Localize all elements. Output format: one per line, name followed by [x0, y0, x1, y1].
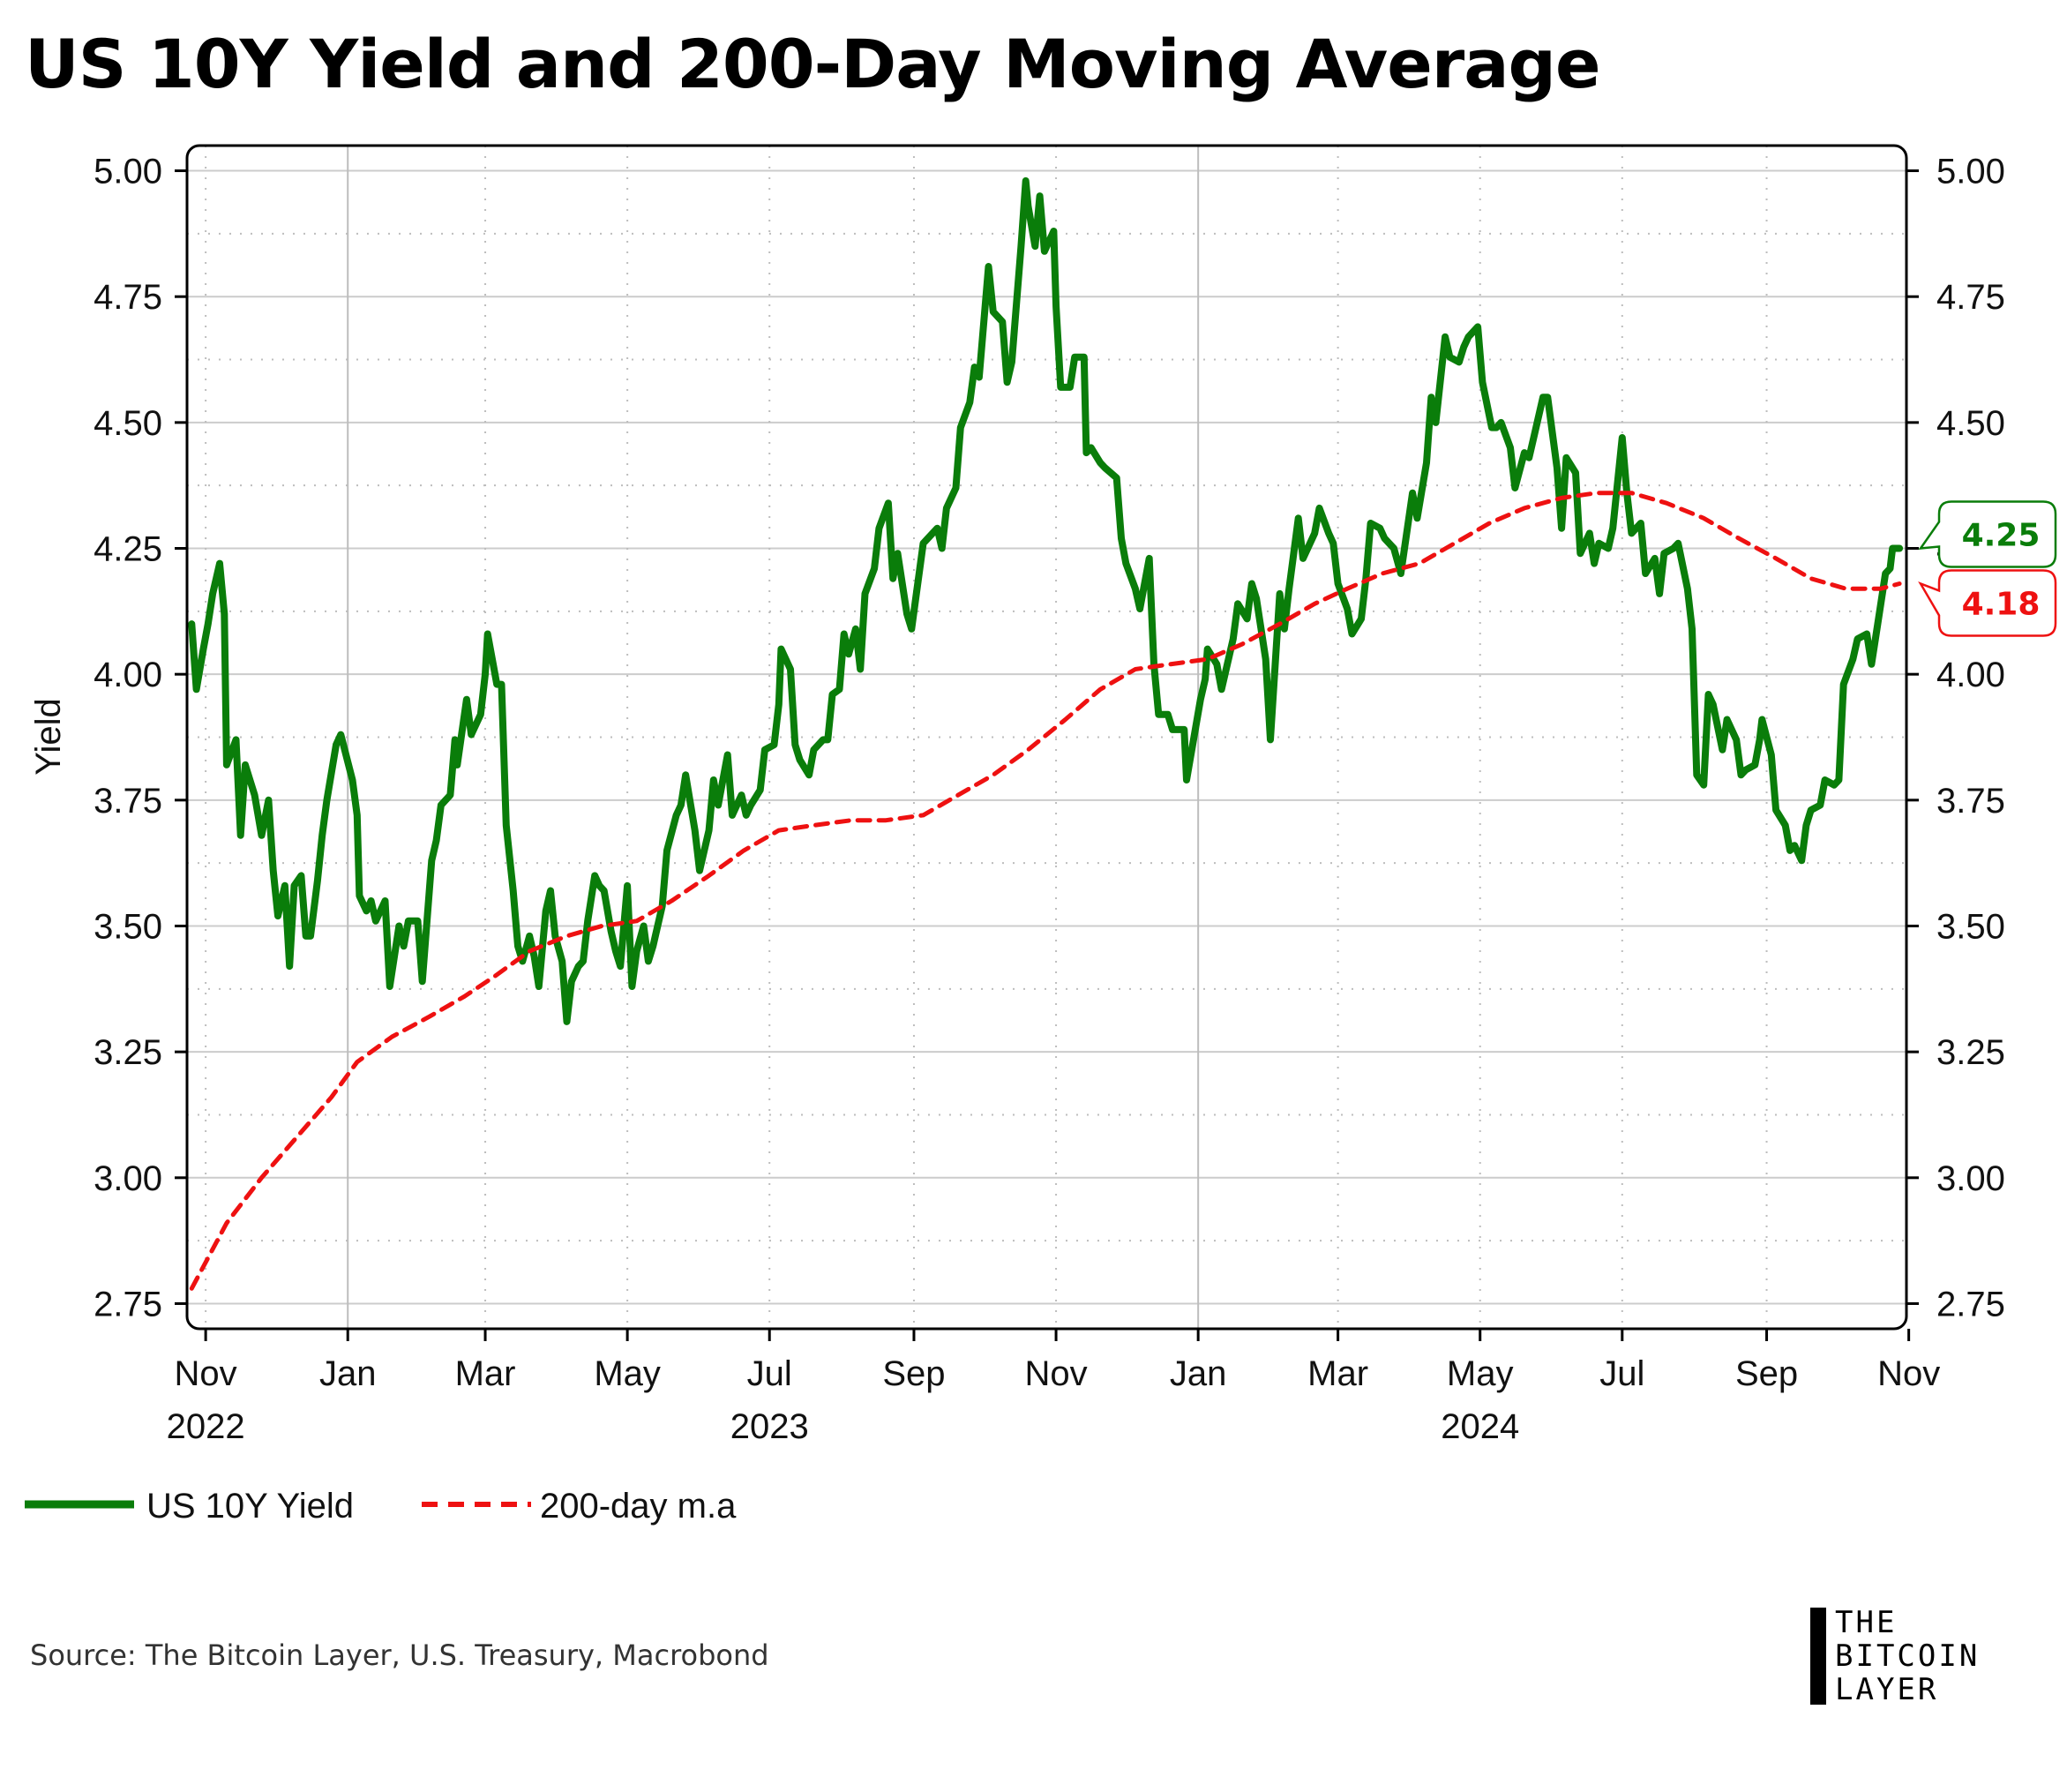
- y-tick-label-right: 3.25: [1936, 1033, 2005, 1072]
- y-tick-label-right: 2.75: [1936, 1285, 2005, 1323]
- y-tick-label-left: 3.25: [94, 1033, 162, 1072]
- y-tick-label-right: 3.00: [1936, 1159, 2005, 1198]
- y-tick-label-right: 4.50: [1936, 404, 2005, 443]
- callout-layer: 4.25 4.18: [1918, 500, 2057, 637]
- legend-label-yield: US 10Y Yield: [146, 1487, 354, 1526]
- x-tick-label: Jan: [319, 1354, 377, 1393]
- y-tick-label-right: 3.75: [1936, 782, 2005, 821]
- x-tick-label: Jul: [1599, 1354, 1644, 1393]
- callout-box: [1918, 569, 2057, 637]
- callout-value-label: 4.25: [1962, 518, 2041, 554]
- x-tick-label: Jul: [747, 1354, 792, 1393]
- series-layer: [188, 176, 1904, 1291]
- logo-bar: [1810, 1608, 1826, 1705]
- x-tick-label: May: [1447, 1354, 1514, 1393]
- logo-line-3: LAYER: [1835, 1672, 1939, 1707]
- plot-frame: [185, 144, 1908, 1331]
- source-note: Source: The Bitcoin Layer, U.S. Treasury…: [30, 1638, 769, 1672]
- y-tick-label-right: 4.75: [1936, 278, 2005, 317]
- x-tick-label: Nov: [1877, 1354, 1940, 1393]
- x-year-label: 2024: [1441, 1407, 1519, 1446]
- x-tick-label: Mar: [455, 1354, 516, 1393]
- logo-line-2: BITCOIN: [1835, 1638, 1981, 1674]
- x-tick-label: Nov: [1024, 1354, 1087, 1393]
- y-tick-label-left: 4.50: [94, 404, 162, 443]
- x-year-label: 2022: [167, 1407, 245, 1446]
- y-tick-label-left: 3.75: [94, 782, 162, 821]
- x-tick-label: Nov: [175, 1354, 237, 1393]
- y-tick-label-right: 3.50: [1936, 907, 2005, 946]
- y-tick-label-left: 3.00: [94, 1159, 162, 1198]
- page-title: US 10Y Yield and 200-Day Moving Average: [25, 25, 1600, 103]
- moving-average-line: [189, 491, 1902, 1291]
- grid-layer: [187, 146, 1906, 1329]
- y-tick-label-left: 4.00: [94, 656, 162, 694]
- yield-series-line: [188, 176, 1904, 1025]
- y-axis-label: Yield: [29, 698, 68, 775]
- x-tick-label: Mar: [1307, 1354, 1368, 1393]
- x-tick-label: Jan: [1170, 1354, 1227, 1393]
- y-tick-label-left: 4.75: [94, 278, 162, 317]
- y-tick-label-left: 2.75: [94, 1285, 162, 1323]
- y-tick-label-right: 4.00: [1936, 656, 2005, 694]
- legend: US 10Y Yield 200-day m.a: [25, 1487, 737, 1526]
- legend-label-ma: 200-day m.a: [540, 1487, 737, 1526]
- axes-layer: 5.005.004.754.754.504.504.254.254.004.00…: [94, 153, 2005, 1446]
- y-tick-label-left: 5.00: [94, 153, 162, 191]
- callout-box: [1918, 500, 2057, 568]
- y-tick-label-right: 5.00: [1936, 153, 2005, 191]
- y-tick-label-left: 4.25: [94, 530, 162, 569]
- logo-line-1: THE: [1835, 1605, 1898, 1640]
- x-tick-label: Sep: [882, 1354, 945, 1393]
- x-year-label: 2023: [730, 1407, 809, 1446]
- x-tick-label: Sep: [1735, 1354, 1798, 1393]
- x-tick-label: May: [594, 1354, 661, 1393]
- logo-wordmark: THE BITCOIN LAYER: [1835, 1608, 1980, 1705]
- callout-value-label: 4.18: [1962, 586, 2041, 622]
- y-tick-label-left: 3.50: [94, 907, 162, 946]
- brand-logo: THE BITCOIN LAYER: [1810, 1608, 1980, 1705]
